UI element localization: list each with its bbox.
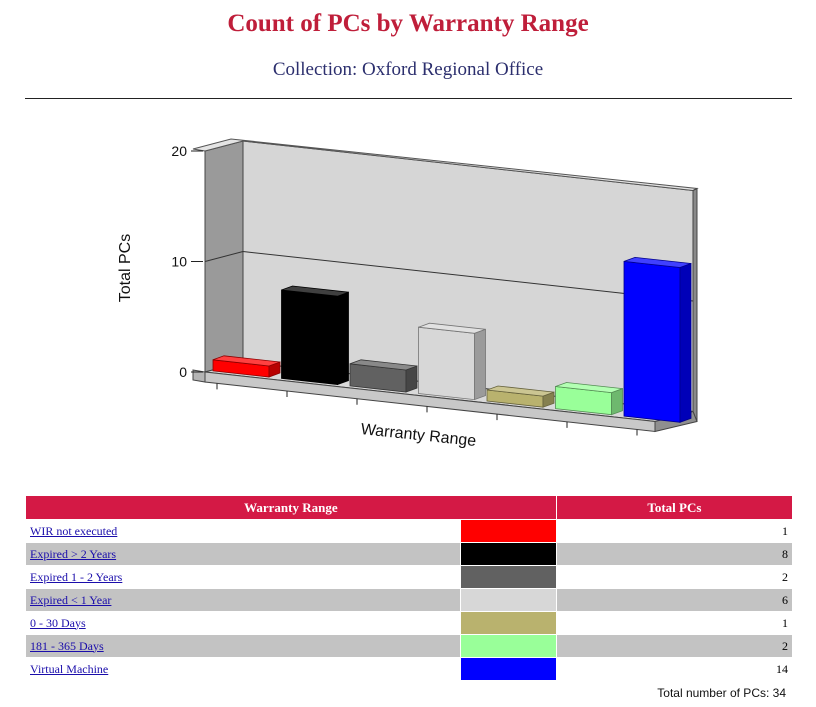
bar-top	[418, 322, 486, 334]
bar-top	[281, 285, 349, 297]
total-pcs-cell: 1	[555, 611, 794, 635]
y-tick-label: 20	[171, 143, 187, 159]
table-row: Expired 1 - 2 Years 2	[25, 565, 794, 589]
bar-chart: 0 10 20 Total PCs Warranty Range	[117, 138, 699, 450]
color-swatch	[459, 565, 557, 589]
bar	[555, 382, 623, 416]
total-pcs-cell: 6	[555, 588, 794, 612]
warranty-range-link[interactable]: Expired 1 - 2 Years	[30, 569, 123, 584]
total-pcs-cell: 1	[555, 519, 794, 543]
warranty-range-cell: Virtual Machine	[25, 657, 461, 681]
bar-side	[679, 262, 692, 423]
chart-right-wall-edge	[692, 187, 698, 422]
color-swatch	[459, 588, 557, 612]
warranty-table: Warranty Range Total PCs WIR not execute…	[25, 495, 794, 681]
bar-side	[337, 291, 349, 386]
bar	[623, 256, 692, 423]
table-row: 0 - 30 Days 1	[25, 611, 794, 635]
warranty-range-link[interactable]: Virtual Machine	[30, 661, 109, 676]
warranty-range-link[interactable]: WIR not executed	[30, 523, 118, 538]
warranty-range-cell: 181 - 365 Days	[25, 634, 461, 658]
table-row: Expired < 1 Year 6	[25, 588, 794, 612]
bar-front	[281, 289, 338, 386]
total-pcs-cell: 2	[555, 634, 794, 658]
header-divider	[25, 98, 792, 99]
total-pcs-cell: 8	[555, 542, 794, 566]
column-header-warranty-range: Warranty Range	[25, 495, 557, 520]
color-swatch	[459, 519, 557, 543]
bar	[212, 355, 281, 378]
bar-top	[212, 355, 281, 367]
table-row: 181 - 365 Days 2	[25, 634, 794, 658]
warranty-range-cell: Expired < 1 Year	[25, 588, 461, 612]
chart-floor-left-edge	[192, 369, 206, 383]
table-row: Expired > 2 Years 8	[25, 542, 794, 566]
bar	[281, 285, 349, 386]
warranty-range-cell: WIR not executed	[25, 519, 461, 543]
gridline	[242, 251, 694, 302]
bar-front	[623, 260, 681, 423]
bar-top	[555, 382, 623, 394]
bar-top	[349, 359, 418, 371]
table-header-row: Warranty Range Total PCs	[25, 495, 794, 520]
x-axis-label: Warranty Range	[360, 421, 477, 450]
bar-top	[486, 385, 555, 397]
report-title: Count of PCs by Warranty Range	[227, 10, 589, 37]
gridline-side	[204, 251, 244, 262]
warranty-range-link[interactable]: Expired < 1 Year	[30, 592, 112, 607]
chart-bars	[212, 256, 692, 423]
table-body: WIR not executed 1 Expired > 2 Years 8 Expir…	[25, 519, 794, 681]
bar-front	[418, 326, 475, 401]
bar-top	[623, 256, 692, 268]
total-pcs-cell: 2	[555, 565, 794, 589]
bar-side	[611, 388, 623, 416]
table-row: WIR not executed 1	[25, 519, 794, 543]
bar	[418, 322, 486, 401]
y-tick-label: 0	[179, 364, 187, 380]
report-subtitle: Collection: Oxford Regional Office	[272, 59, 544, 80]
color-swatch	[459, 657, 557, 681]
warranty-range-link[interactable]: Expired > 2 Years	[30, 546, 117, 561]
table-row: Virtual Machine 14	[25, 657, 794, 681]
warranty-range-link[interactable]: 0 - 30 Days	[30, 615, 86, 630]
column-header-total-pcs: Total PCs	[555, 495, 794, 520]
total-pcs-cell: 14	[555, 657, 794, 681]
warranty-range-cell: Expired 1 - 2 Years	[25, 565, 461, 589]
bar	[486, 385, 555, 408]
y-axis-label: Total PCs	[117, 234, 134, 302]
color-swatch	[459, 542, 557, 566]
bar-side	[474, 328, 486, 401]
y-axis: 0 10 20	[171, 143, 638, 436]
bar-side	[405, 365, 418, 393]
bar	[349, 359, 418, 393]
color-swatch	[459, 634, 557, 658]
y-tick-label: 10	[171, 254, 187, 270]
total-pcs-label: Total number of PCs: 34	[657, 686, 786, 700]
color-swatch	[459, 611, 557, 635]
chart-gridlines	[204, 251, 694, 302]
warranty-range-cell: Expired > 2 Years	[25, 542, 461, 566]
warranty-range-link[interactable]: 181 - 365 Days	[30, 638, 104, 653]
warranty-range-cell: 0 - 30 Days	[25, 611, 461, 635]
